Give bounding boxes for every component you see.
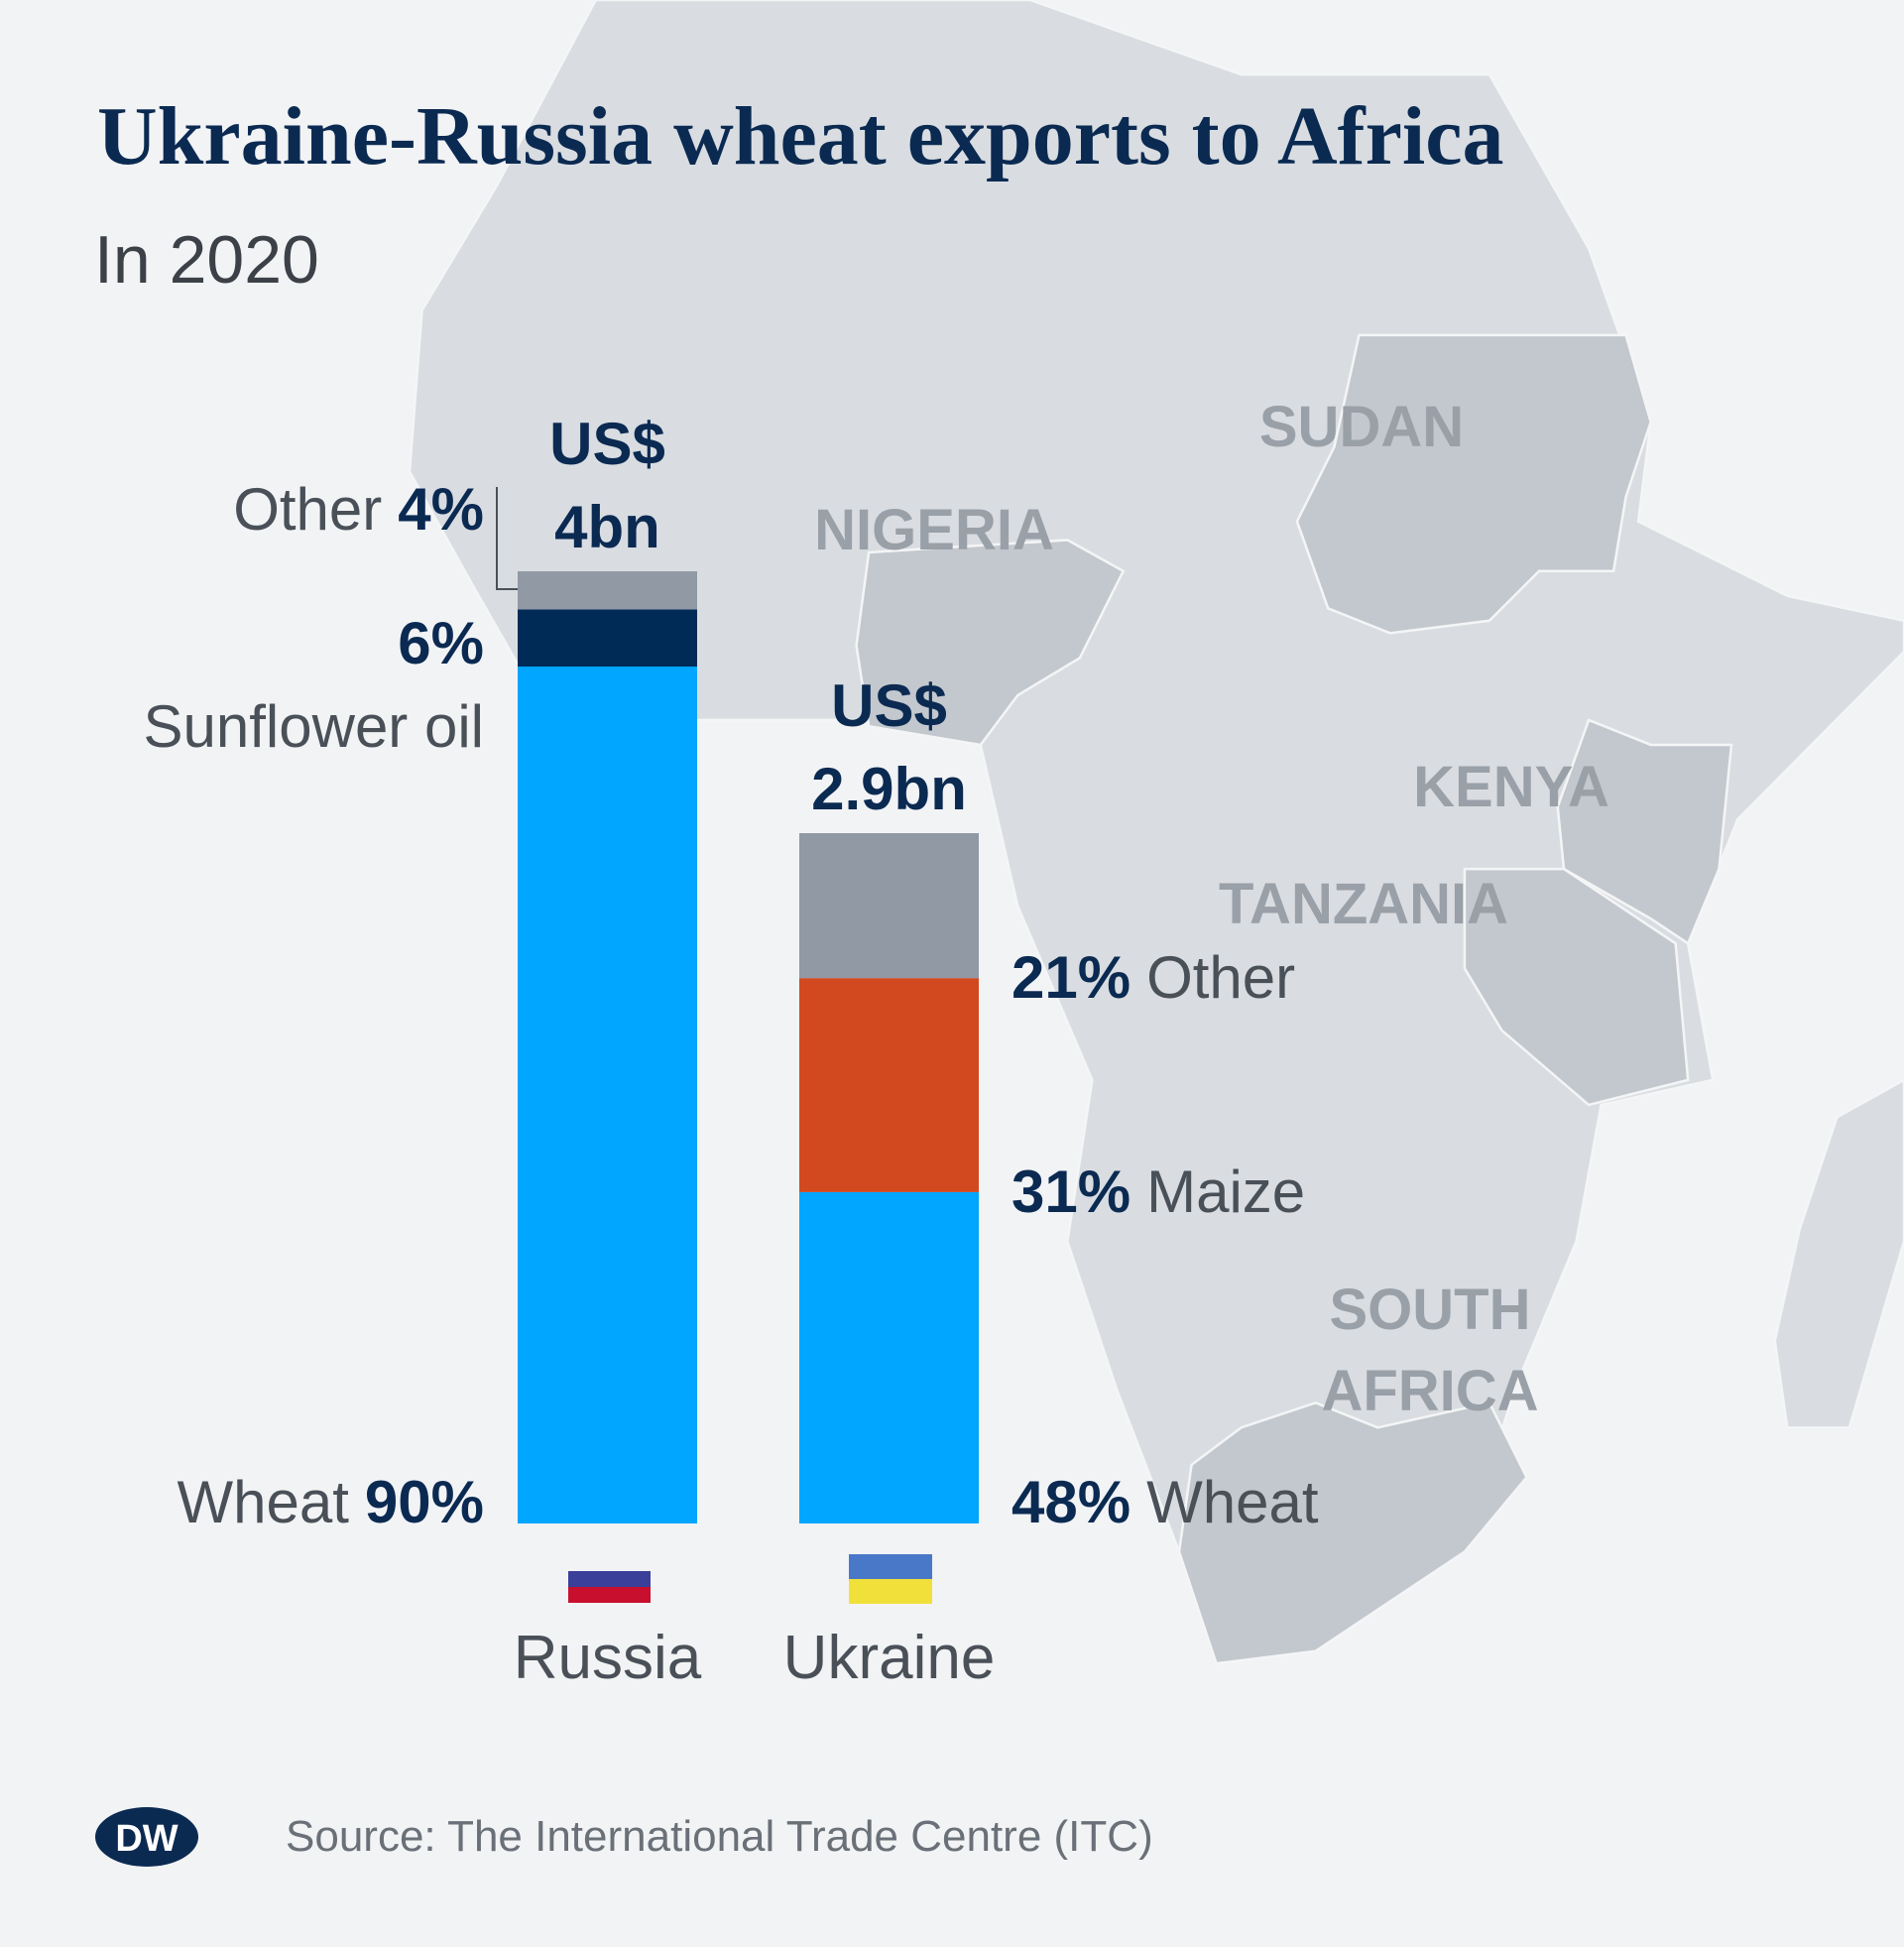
kenya-shape — [1556, 718, 1733, 946]
flag-stripe — [849, 1579, 932, 1604]
map-label: SOUTH AFRICA — [1321, 1278, 1538, 1423]
flag-stripe — [568, 1571, 651, 1587]
logo-badge — [95, 1807, 198, 1867]
total-label: US$ 4bn — [549, 411, 665, 560]
leader-line — [496, 487, 518, 590]
south-africa-shape — [1177, 1400, 1528, 1665]
nigeria-shape — [855, 539, 1126, 747]
sudan-shape — [1295, 333, 1652, 635]
segment-label: Other 4% — [233, 476, 484, 543]
segment-label: 21% Other — [1012, 944, 1295, 1011]
flag-stripe — [568, 1587, 651, 1603]
value-label: 48% — [1012, 1469, 1130, 1535]
segment-label: Wheat 90% — [177, 1469, 484, 1535]
value-label: 90% — [365, 1469, 484, 1535]
map-label: TANZANIA — [1219, 872, 1508, 936]
map-label: NIGERIA — [814, 498, 1054, 562]
segment-label: 31% Maize — [1012, 1158, 1305, 1225]
legend-label: Wheat — [1146, 1469, 1319, 1535]
legend-label: Maize — [1146, 1158, 1305, 1225]
chart-title: Ukraine-Russia wheat exports to Africa — [97, 90, 1504, 183]
segment-label: 48% Wheat — [1012, 1469, 1319, 1535]
logo-text: DW — [115, 1818, 178, 1860]
segment-label: Sunflower oil — [143, 693, 484, 760]
legend-label: Other — [1146, 944, 1295, 1011]
tanzania-shape — [1463, 867, 1690, 1107]
legend-label: Wheat — [177, 1469, 349, 1535]
segment-label: 6% — [398, 610, 484, 676]
map-label: KENYA — [1413, 755, 1609, 819]
x-tick-label: Russia — [514, 1624, 702, 1692]
total-label: US$ 2.9bn — [811, 672, 967, 822]
map-label: SUDAN — [1259, 395, 1464, 459]
source: Source: The International Trade Centre (… — [286, 1812, 1153, 1861]
value-label: 21% — [1012, 944, 1130, 1011]
bar-segment — [518, 667, 697, 1523]
value-label: 4% — [398, 476, 484, 543]
x-tick-label: Ukraine — [783, 1624, 996, 1692]
bar-segment — [799, 978, 979, 1192]
bar-segment — [799, 833, 979, 979]
value-label: 6% — [398, 610, 484, 676]
legend-label: Sunflower oil — [143, 693, 484, 760]
bar-segment — [799, 1191, 979, 1523]
bar-segment — [518, 571, 697, 610]
flag-stripe — [849, 1554, 932, 1579]
value-label: 31% — [1012, 1158, 1130, 1225]
bar-segment — [518, 609, 697, 667]
chart-subtitle: In 2020 — [94, 222, 319, 298]
legend-label: Other — [233, 476, 382, 543]
logo: DW — [95, 1807, 198, 1867]
